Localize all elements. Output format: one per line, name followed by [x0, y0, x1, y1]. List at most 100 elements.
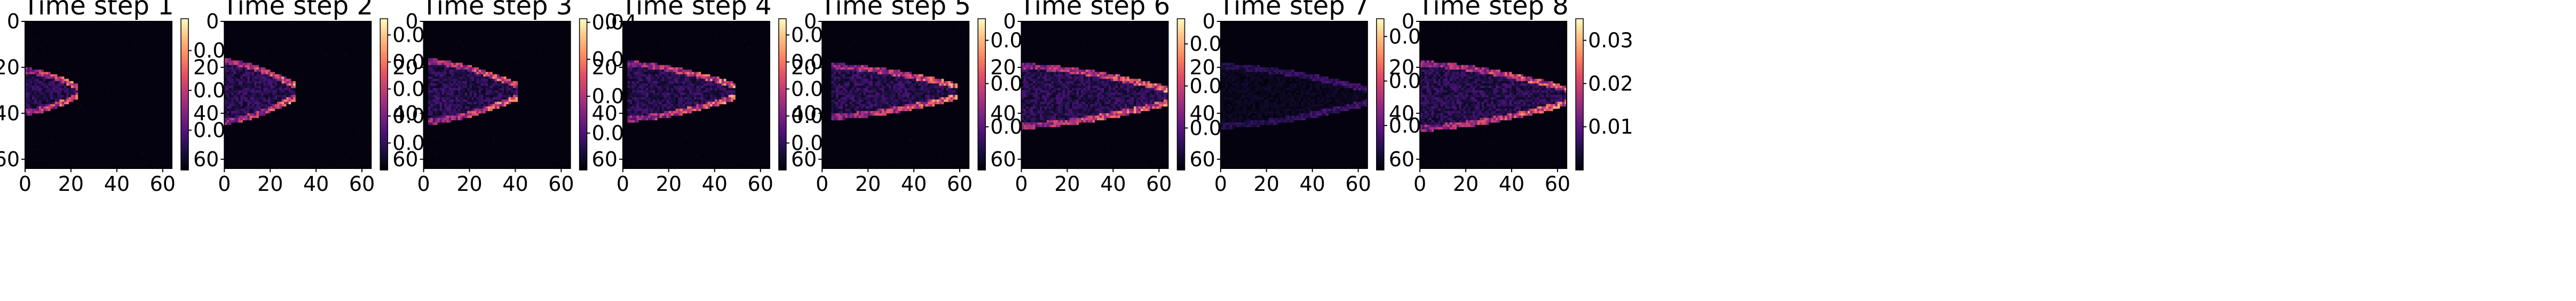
heatmap-cell	[1037, 88, 1040, 91]
heatmap-cell	[451, 72, 454, 75]
heatmap-cell	[684, 106, 688, 109]
heatmap-cell	[648, 109, 651, 111]
panel-title: Time step 6	[1019, 0, 1170, 21]
heatmap-cell	[694, 109, 697, 111]
heatmap-cell	[1049, 92, 1052, 95]
heatmap-cell	[1044, 92, 1047, 95]
heatmap-cell	[481, 86, 484, 88]
heatmap-cell	[643, 104, 646, 107]
heatmap-cell	[680, 74, 683, 77]
heatmap-cell	[719, 99, 722, 102]
heatmap-cell	[29, 113, 33, 116]
heatmap-cell	[863, 111, 866, 114]
heatmap-cell	[510, 166, 513, 169]
heatmap-cell	[833, 63, 836, 65]
heatmap-cell	[698, 67, 701, 70]
heatmap-cell	[437, 99, 440, 102]
heatmap-cell	[645, 118, 649, 121]
heatmap-cell	[1131, 88, 1134, 91]
heatmap-cell	[467, 104, 470, 107]
heatmap-cell	[694, 86, 697, 88]
heatmap-cell	[680, 104, 683, 107]
heatmap-cell	[462, 102, 465, 104]
heatmap-cell	[460, 81, 463, 84]
heatmap-cell	[694, 76, 697, 79]
heatmap-cell	[1021, 83, 1024, 86]
heatmap-cell	[444, 141, 447, 144]
heatmap-cell	[666, 86, 669, 88]
heatmap-cell	[1035, 83, 1038, 86]
heatmap-cell	[865, 109, 868, 111]
heatmap-cell	[835, 106, 839, 109]
heatmap-cell	[847, 92, 850, 95]
heatmap-cell	[1069, 79, 1072, 82]
heatmap-cell	[251, 65, 255, 68]
y-tick-label: 40	[0, 102, 20, 125]
heatmap-cell	[256, 109, 259, 111]
heatmap-cell	[1097, 92, 1100, 95]
heatmap-cell	[838, 67, 841, 70]
heatmap-cell	[648, 76, 651, 79]
heatmap-cell	[726, 99, 729, 102]
heatmap-cell	[247, 97, 250, 100]
heatmap-cell	[920, 74, 923, 77]
heatmap-cell	[939, 81, 942, 84]
heatmap-cell	[664, 115, 667, 118]
heatmap-cell	[61, 99, 65, 102]
heatmap-cell	[446, 111, 449, 114]
heatmap-cell	[898, 106, 900, 109]
heatmap-cell	[856, 74, 859, 77]
heatmap-cell	[946, 86, 949, 88]
heatmap-cell	[453, 74, 456, 77]
heatmap-cell	[643, 86, 646, 88]
heatmap-cell	[675, 111, 678, 114]
heatmap-cell	[288, 83, 291, 86]
heatmap-cell	[723, 102, 726, 104]
heatmap-cell	[1157, 95, 1159, 98]
heatmap-cell	[1099, 90, 1102, 93]
heatmap-cell	[272, 104, 275, 107]
heatmap-cell	[879, 113, 882, 116]
heatmap-cell	[730, 81, 733, 84]
heatmap-cell	[453, 63, 456, 65]
heatmap-cell	[503, 132, 507, 134]
heatmap-cell	[281, 102, 285, 104]
heatmap-cell	[856, 104, 859, 107]
heatmap-cell	[460, 90, 463, 93]
heatmap-cell	[497, 88, 500, 91]
heatmap-cell	[1074, 88, 1077, 91]
heatmap-cell	[1081, 74, 1084, 77]
heatmap-cell	[723, 88, 726, 91]
heatmap-cell	[636, 81, 639, 84]
heatmap-cell	[627, 111, 630, 114]
heatmap-cell	[293, 26, 296, 29]
heatmap-cell	[1131, 102, 1134, 104]
heatmap-cell	[1157, 90, 1159, 93]
heatmap-cell	[661, 79, 665, 82]
heatmap-cell	[448, 60, 452, 63]
heatmap-cell	[842, 63, 846, 65]
heatmap-cell	[847, 99, 850, 102]
heatmap-cell	[1152, 90, 1155, 93]
heatmap-cell	[478, 92, 481, 95]
heatmap-cell	[61, 104, 65, 107]
heatmap-cell	[1026, 92, 1029, 95]
heatmap-cell	[941, 83, 944, 86]
heatmap-cell	[460, 102, 463, 104]
heatmap-cell	[916, 97, 919, 100]
heatmap-cell	[444, 118, 447, 121]
heatmap-cell	[428, 113, 431, 116]
heatmap-cell	[290, 97, 294, 100]
heatmap-cell	[723, 97, 726, 100]
heatmap-cell	[464, 111, 468, 114]
heatmap-cell	[930, 83, 933, 86]
heatmap-cell	[231, 92, 234, 95]
heatmap-cell	[57, 88, 60, 91]
heatmap-cell	[448, 72, 452, 75]
heatmap-cell	[458, 102, 461, 104]
heatmap-cell	[884, 79, 887, 82]
heatmap-cell	[849, 97, 852, 100]
heatmap-cell	[629, 109, 633, 111]
heatmap-cell	[281, 86, 285, 88]
heatmap-cell	[226, 122, 230, 125]
